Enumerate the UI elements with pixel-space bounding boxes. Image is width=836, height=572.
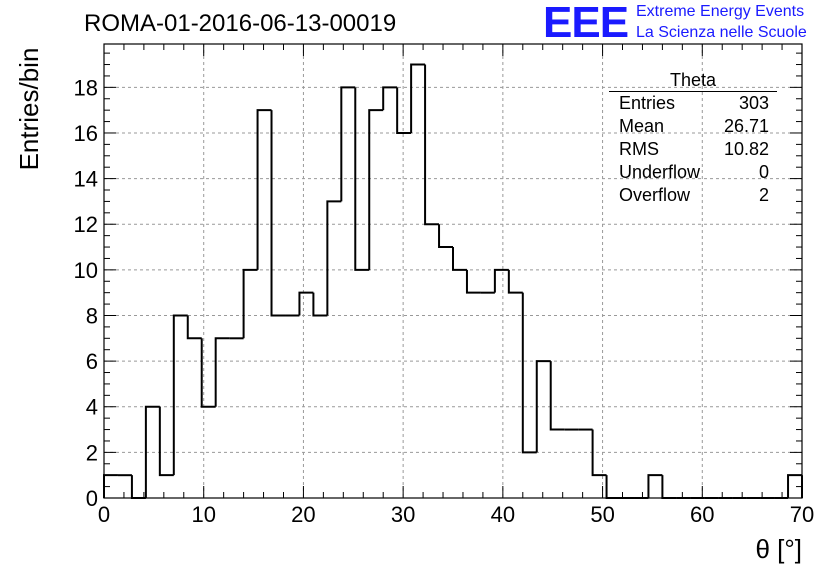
histogram-bin	[410, 63, 426, 133]
histogram-bin	[256, 109, 272, 270]
stats-title: Theta	[609, 70, 777, 92]
x-tick-label: 0	[98, 502, 110, 527]
histogram-bin	[591, 429, 607, 477]
histogram-bin	[424, 64, 440, 226]
y-tick-label: 4	[86, 395, 98, 420]
stats-row-mean: Mean 26.71	[609, 115, 777, 138]
stats-value: 26.71	[723, 116, 769, 136]
histogram-bin	[326, 200, 342, 316]
chart-title: ROMA-01-2016-06-13-00019	[84, 10, 397, 37]
x-tick-label: 20	[291, 502, 315, 527]
histogram-bin	[186, 315, 202, 340]
histogram-bin	[787, 474, 802, 498]
histogram-bin	[396, 87, 412, 134]
histogram-bin	[172, 314, 188, 476]
histogram-bin	[647, 474, 663, 498]
histogram-bin	[340, 86, 356, 202]
stats-row-rms: RMS 10.82	[609, 138, 777, 161]
plot-frame	[103, 43, 803, 499]
x-tick-label: 60	[690, 502, 714, 527]
y-tick-label: 2	[86, 440, 98, 465]
histogram-bin	[438, 224, 453, 249]
histogram-bin	[605, 475, 621, 499]
histogram-bin	[521, 292, 537, 454]
y-tick-label: 6	[86, 349, 98, 374]
x-tick-label: 50	[590, 502, 614, 527]
histogram-bin	[354, 87, 370, 271]
x-axis-label: θ [°]	[755, 534, 802, 564]
y-tick-label: 8	[86, 303, 98, 328]
histogram-bin	[549, 361, 565, 431]
y-tick-label: 14	[74, 167, 98, 192]
y-tick-label: 16	[74, 121, 98, 146]
histogram-bin	[507, 269, 523, 294]
stats-row-overflow: Overflow 2	[609, 184, 777, 207]
histogram-bin	[214, 337, 230, 407]
eee-logo: EEE	[543, 0, 629, 47]
stats-box: Theta Entries 303 Mean 26.71 RMS 10.82 U…	[609, 70, 777, 207]
histogram-bin	[144, 405, 160, 498]
y-tick-label: 10	[74, 258, 98, 283]
y-axis-label: Entries/bin	[14, 47, 44, 171]
histogram-bin	[200, 338, 216, 408]
histogram-bin	[368, 109, 384, 270]
y-tick-label: 12	[74, 212, 98, 237]
histogram-bin	[661, 475, 677, 499]
stats-label: Mean	[619, 116, 665, 136]
histogram-bin	[535, 360, 551, 453]
histogram-bin	[382, 86, 398, 111]
x-tick-label: 70	[790, 502, 814, 527]
stats-row-underflow: Underflow 0	[609, 161, 777, 184]
histogram-bin	[493, 268, 509, 293]
histogram-bin	[158, 406, 174, 477]
stats-value: 10.82	[723, 139, 769, 159]
histogram-bin	[298, 291, 314, 316]
histogram-bin	[452, 247, 467, 271]
stats-row-entries: Entries 303	[609, 92, 777, 115]
x-tick-label: 10	[191, 502, 215, 527]
logo-subtitle-line2: La Scienza nelle Scuole	[636, 24, 807, 41]
stats-label: Overflow	[619, 185, 691, 205]
histogram-bin	[242, 268, 258, 339]
histogram-bin	[270, 110, 286, 317]
stats-value: 0	[758, 162, 769, 182]
stats-value: 303	[738, 93, 769, 113]
x-tick-label: 40	[491, 502, 515, 527]
x-tick-label: 30	[391, 502, 415, 527]
y-tick-label: 18	[74, 75, 98, 100]
y-tick-label: 0	[86, 486, 98, 511]
histogram-bin	[465, 269, 481, 294]
histogram-bin	[312, 292, 328, 317]
stats-label: Entries	[619, 93, 676, 113]
stats-label: RMS	[619, 139, 659, 159]
stats-value: 2	[758, 185, 769, 205]
logo-subtitle-line1: Extreme Energy Events	[636, 3, 805, 20]
stats-label: Underflow	[619, 162, 701, 182]
